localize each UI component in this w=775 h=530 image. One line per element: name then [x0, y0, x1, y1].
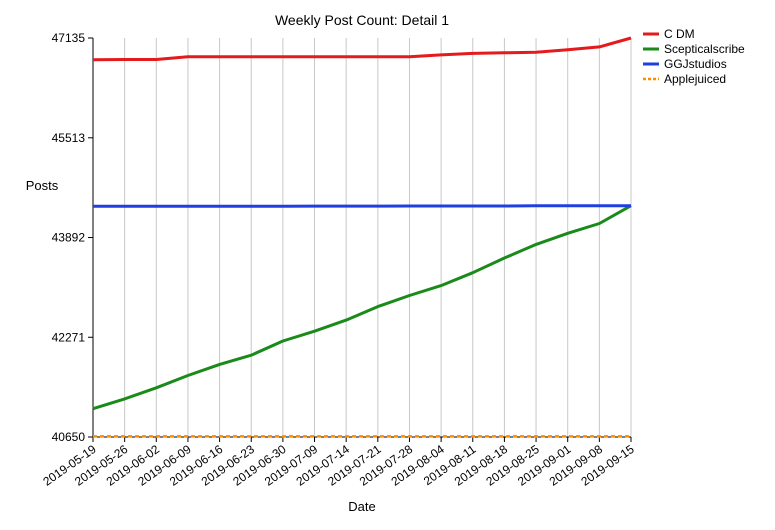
series-lines	[92, 36, 632, 438]
series-line-scepticalscribe	[92, 204, 632, 411]
x-axis-label: Date	[348, 499, 375, 514]
series-line-c-dm	[92, 36, 632, 62]
gridlines	[124, 38, 632, 437]
y-tick-label: 47135	[52, 31, 86, 45]
series-line-ggjstudios	[93, 204, 631, 208]
legend-label: Applejuiced	[664, 72, 726, 86]
legend-label: C DM	[664, 27, 695, 41]
chart-title: Weekly Post Count: Detail 1	[275, 12, 449, 28]
legend-label: Scepticalscribe	[664, 42, 745, 56]
legend-label: GGJstudios	[664, 57, 727, 71]
y-tick-label: 45513	[52, 131, 86, 145]
axes: 40650422714389245513471352019-05-192019-…	[40, 31, 637, 489]
y-tick-label: 43892	[52, 231, 86, 245]
y-tick-label: 40650	[52, 430, 86, 444]
y-axis-label: Posts	[26, 178, 59, 193]
y-tick-label: 42271	[52, 330, 86, 344]
